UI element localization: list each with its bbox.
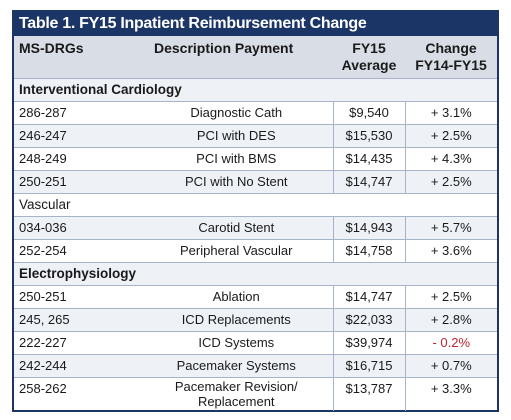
drg-cell: 242-244 [14, 353, 140, 377]
change-cell: + 4.3% [404, 146, 497, 170]
group-row-electrophysiology: Electrophysiology [14, 261, 497, 285]
group-label: Vascular [14, 192, 497, 216]
table-row: 250-251 Ablation $14,747 + 2.5% [14, 284, 497, 308]
description-line2: Replacement [197, 394, 275, 410]
table-row: 258-262 Pacemaker Revision/ Replacement … [14, 376, 497, 411]
table-row: 034-036 Carotid Stent $14,943 + 5.7% [14, 215, 497, 239]
average-cell: $14,943 [332, 215, 405, 239]
average-cell: $14,747 [332, 284, 405, 308]
drg-cell: 286-287 [14, 100, 140, 124]
header-description: Description Payment [140, 36, 333, 78]
description-cell: ICD Systems [140, 330, 333, 354]
average-cell: $16,715 [332, 353, 405, 377]
change-cell: + 3.1% [404, 100, 497, 124]
group-row-vascular: Vascular [14, 192, 497, 216]
drg-cell: 246-247 [14, 123, 140, 147]
group-label: Interventional Cardiology [14, 77, 497, 101]
table-row: 250-251 PCI with No Stent $14,747 + 2.5% [14, 169, 497, 193]
description-cell: Carotid Stent [140, 215, 333, 239]
average-cell: $39,974 [332, 330, 405, 354]
group-row-interventional: Interventional Cardiology [14, 77, 497, 101]
description-cell: Pacemaker Systems [140, 353, 333, 377]
average-cell: $14,435 [332, 146, 405, 170]
header-average-line1: FY15 [352, 40, 386, 56]
table-row: 252-254 Peripheral Vascular $14,758 + 3.… [14, 238, 497, 262]
description-line1: Pacemaker Revision/ [174, 379, 298, 395]
header-drg: MS-DRGs [14, 36, 140, 78]
table-row: 222-227 ICD Systems $39,974 - 0.2% [14, 330, 497, 354]
description-cell: PCI with No Stent [140, 169, 333, 193]
change-cell: + 2.5% [404, 123, 497, 147]
drg-cell: 034-036 [14, 215, 140, 239]
table-title: Table 1. FY15 Inpatient Reimbursement Ch… [14, 12, 497, 36]
drg-cell: 245, 265 [14, 307, 140, 331]
header-average-line2: Average [341, 57, 397, 73]
table-row: 245, 265 ICD Replacements $22,033 + 2.8% [14, 307, 497, 331]
drg-cell: 250-251 [14, 169, 140, 193]
change-cell: + 3.6% [404, 238, 497, 262]
description-cell: PCI with BMS [140, 146, 333, 170]
drg-cell: 248-249 [14, 146, 140, 170]
change-cell: + 2.5% [404, 169, 497, 193]
table-row: 242-244 Pacemaker Systems $16,715 + 0.7% [14, 353, 497, 377]
change-cell: + 2.5% [404, 284, 497, 308]
drg-cell: 252-254 [14, 238, 140, 262]
description-cell: PCI with DES [140, 123, 333, 147]
average-cell: $14,747 [332, 169, 405, 193]
reimbursement-table: MS-DRGs Description Payment FY15 Average… [14, 36, 497, 411]
reimbursement-table-frame: Table 1. FY15 Inpatient Reimbursement Ch… [12, 10, 499, 412]
header-change-line1: Change [425, 40, 477, 56]
table-row: 286-287 Diagnostic Cath $9,540 + 3.1% [14, 100, 497, 124]
drg-cell: 258-262 [14, 376, 140, 411]
drg-cell: 222-227 [14, 330, 140, 354]
description-cell: Ablation [140, 284, 333, 308]
drg-cell: 250-251 [14, 284, 140, 308]
change-cell: + 3.3% [404, 376, 497, 411]
change-cell-negative: - 0.2% [404, 330, 497, 354]
average-cell: $13,787 [332, 376, 405, 411]
header-change: Change FY14-FY15 [405, 36, 497, 78]
header-change-line2: FY14-FY15 [415, 57, 487, 73]
average-cell: $14,758 [332, 238, 405, 262]
change-cell: + 0.7% [404, 353, 497, 377]
description-cell: Diagnostic Cath [140, 100, 333, 124]
description-cell: ICD Replacements [140, 307, 333, 331]
header-average: FY15 Average [333, 36, 405, 78]
average-cell: $9,540 [332, 100, 405, 124]
average-cell: $22,033 [332, 307, 405, 331]
table-row: 246-247 PCI with DES $15,530 + 2.5% [14, 123, 497, 147]
group-label: Electrophysiology [14, 261, 497, 285]
header-row: MS-DRGs Description Payment FY15 Average… [14, 36, 497, 78]
average-cell: $15,530 [332, 123, 405, 147]
description-cell: Peripheral Vascular [140, 238, 333, 262]
description-cell: Pacemaker Revision/ Replacement [140, 376, 333, 411]
table-row: 248-249 PCI with BMS $14,435 + 4.3% [14, 146, 497, 170]
change-cell: + 2.8% [404, 307, 497, 331]
change-cell: + 5.7% [404, 215, 497, 239]
